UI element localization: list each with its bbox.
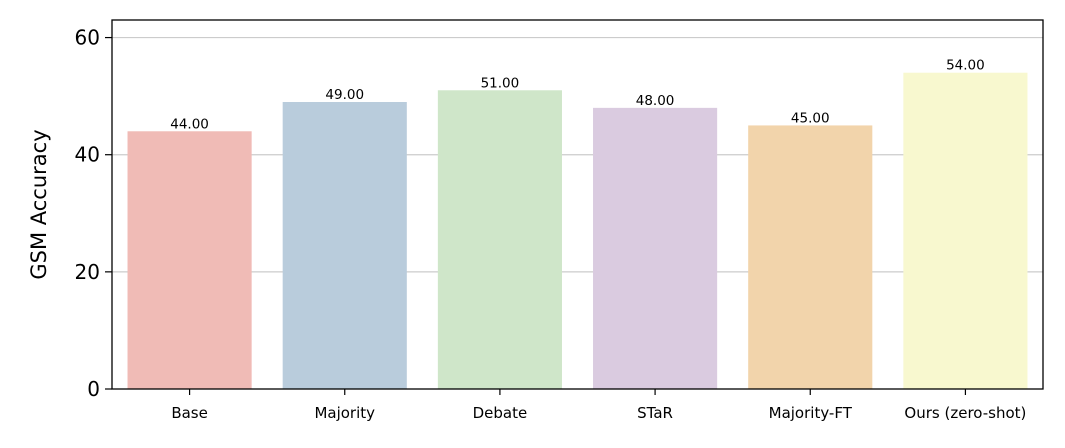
bar-value-label: 49.00 [325, 87, 364, 103]
bar-majority-ft [748, 125, 873, 389]
x-tick-label: Debate [473, 404, 528, 422]
bar-star [593, 107, 718, 389]
bar-majority [282, 102, 407, 389]
y-axis-title: GSM Accuracy [27, 129, 51, 279]
y-tick-label: 20 [75, 260, 100, 284]
bar-base [127, 131, 252, 390]
y-tick-label: 0 [87, 377, 100, 401]
x-tick-label: Base [171, 404, 208, 422]
bar-value-label: 48.00 [636, 93, 675, 109]
bar-value-label: 45.00 [791, 110, 830, 126]
bar-value-label: 44.00 [170, 116, 209, 132]
x-tick-label: Ours (zero-shot) [904, 404, 1026, 422]
gridlines [112, 36, 1043, 273]
y-axis: 0 20 40 60 [75, 26, 112, 401]
x-tick-label: Majority [314, 404, 375, 422]
x-axis: Base Majority Debate STaR Majority-FT Ours (z… [171, 389, 1026, 422]
x-tick-label: Majority-FT [769, 404, 853, 422]
bar-ours-zero-shot [903, 72, 1028, 389]
y-tick-label: 40 [75, 143, 100, 167]
bars [127, 72, 1028, 390]
bar-value-labels: 44.00 49.00 51.00 48.00 45.00 54.00 [170, 58, 984, 133]
plot-frame [111, 19, 1044, 390]
x-tick-label: STaR [637, 404, 673, 422]
bar-debate [437, 90, 562, 390]
y-tick-label: 60 [75, 26, 100, 50]
bar-value-label: 54.00 [946, 58, 985, 74]
bar-value-label: 51.00 [481, 75, 520, 91]
